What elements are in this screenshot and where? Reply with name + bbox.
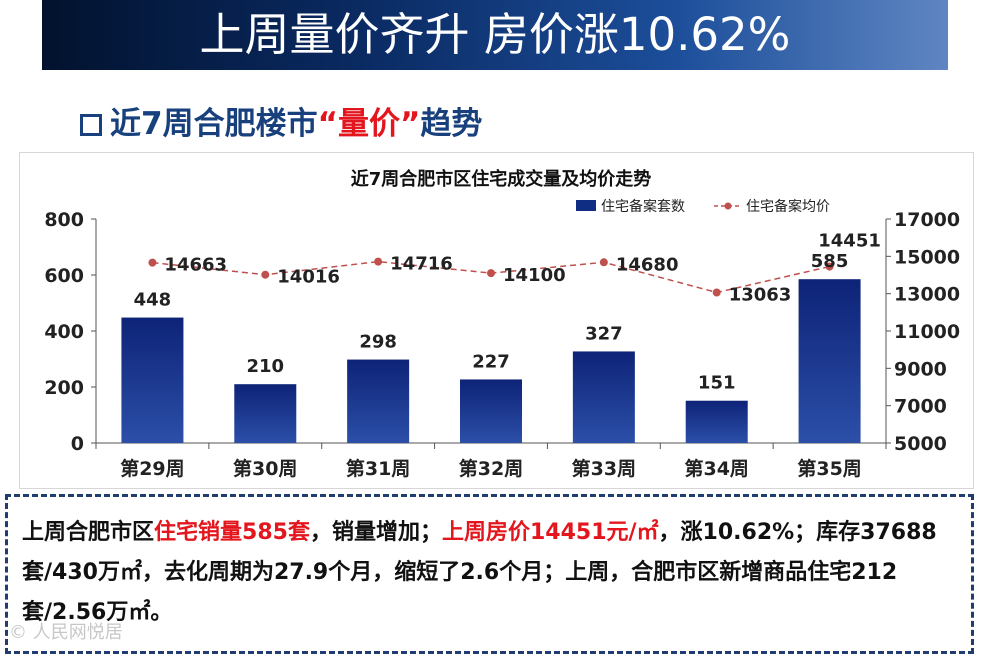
y-left-tick-label: 600 (44, 265, 84, 287)
legend-bar-swatch (576, 200, 596, 211)
bar-7 (798, 279, 861, 443)
bar-value-label: 448 (134, 290, 172, 311)
price-value-label: 14716 (390, 254, 453, 275)
price-value-label: 13063 (729, 284, 792, 305)
y-right-tick-label: 11000 (894, 321, 960, 343)
section-title: 近7周合肥楼市“量价”趋势 (80, 101, 482, 147)
bar-2 (234, 384, 297, 443)
legend-bar-label: 住宅备案套数 (601, 198, 685, 215)
chart-title: 近7周合肥市区住宅成交量及均价走势 (351, 168, 652, 190)
price-value-label: 14100 (503, 265, 566, 286)
bar-value-label: 227 (472, 351, 510, 372)
price-point-7 (825, 262, 834, 271)
x-tick-label: 第31周 (346, 457, 410, 480)
bar-1 (121, 317, 184, 443)
combo-chart: 近7周合肥市区住宅成交量及均价走势 住宅备案套数 住宅备案均价 0 200 400 60… (19, 152, 974, 489)
summary-part-1: 上周合肥市区 (22, 520, 155, 545)
price-value-label: 14016 (277, 267, 340, 288)
price-point-5 (599, 258, 608, 267)
price-point-2 (261, 270, 270, 279)
x-tick-label: 第34周 (684, 457, 748, 480)
price-point-4 (487, 269, 495, 278)
bar-value-label: 210 (246, 356, 284, 377)
price-point-1 (148, 258, 157, 267)
bar-value-label: 585 (811, 251, 849, 272)
price-point-6 (712, 288, 721, 297)
summary-part-2: ，销量增加； (309, 520, 442, 545)
y-right-tick-label: 7000 (894, 396, 947, 418)
checkbox-square-icon (80, 114, 102, 136)
legend-line-marker (724, 202, 732, 210)
y-right-tick-label: 13000 (894, 284, 960, 306)
banner-title: 上周量价齐升 房价涨10.62% (199, 8, 791, 61)
price-value-label: 14680 (616, 254, 679, 275)
chart-legend: 住宅备案套数 住宅备案均价 (576, 198, 830, 215)
price-point-3 (374, 257, 383, 266)
legend-line-label: 住宅备案均价 (746, 198, 830, 215)
y-left-tick-label: 800 (44, 209, 84, 231)
x-tick-label: 第33周 (572, 457, 636, 480)
page-banner: 上周量价齐升 房价涨10.62% (42, 0, 948, 70)
watermark: © 人民网悦居 (9, 622, 123, 643)
summary-highlight-price: 上周房价14451元/㎡ (441, 520, 659, 545)
chart-canvas: 近7周合肥市区住宅成交量及均价走势 住宅备案套数 住宅备案均价 0 200 400 60… (44, 168, 960, 480)
bar-4 (460, 379, 522, 443)
y-right-tick-label: 9000 (894, 358, 947, 380)
section-title-suffix: 趋势 (420, 106, 483, 142)
x-tick-label: 第29周 (120, 457, 184, 480)
y-left-tick-label: 400 (44, 321, 84, 343)
y-left-tick-label: 0 (71, 433, 84, 455)
summary-box: 上周合肥市区住宅销量585套，销量增加；上周房价14451元/㎡，涨10.62%… (5, 494, 974, 654)
section-title-prefix: 近7周合肥楼市 (110, 106, 318, 142)
bar-value-label: 298 (359, 332, 397, 353)
summary-part-3: ，涨10.62%；库存37688套/430万㎡，去化周期为27.9个月，缩短了2… (22, 520, 937, 625)
summary-highlight-sales: 住宅销量585套 (154, 520, 310, 545)
section-title-highlight: “量价” (317, 106, 421, 142)
bar-3 (347, 359, 410, 443)
bar-6 (685, 400, 748, 443)
x-tick-label: 第32周 (459, 457, 523, 480)
price-value-label: 14451 (818, 231, 881, 252)
y-left-tick-label: 200 (44, 377, 84, 399)
price-value-label: 14663 (164, 255, 227, 276)
y-right-tick-label: 15000 (894, 246, 960, 268)
x-tick-label: 第30周 (233, 457, 297, 480)
summary-text: 上周合肥市区住宅销量585套，销量增加；上周房价14451元/㎡，涨10.62%… (22, 513, 967, 633)
bar-value-label: 327 (585, 323, 623, 344)
bar-5 (572, 351, 635, 443)
y-right-tick-label: 17000 (894, 209, 960, 231)
x-tick-label: 第35周 (797, 457, 861, 480)
y-right-tick-label: 5000 (894, 433, 947, 455)
bar-value-label: 151 (698, 373, 736, 394)
